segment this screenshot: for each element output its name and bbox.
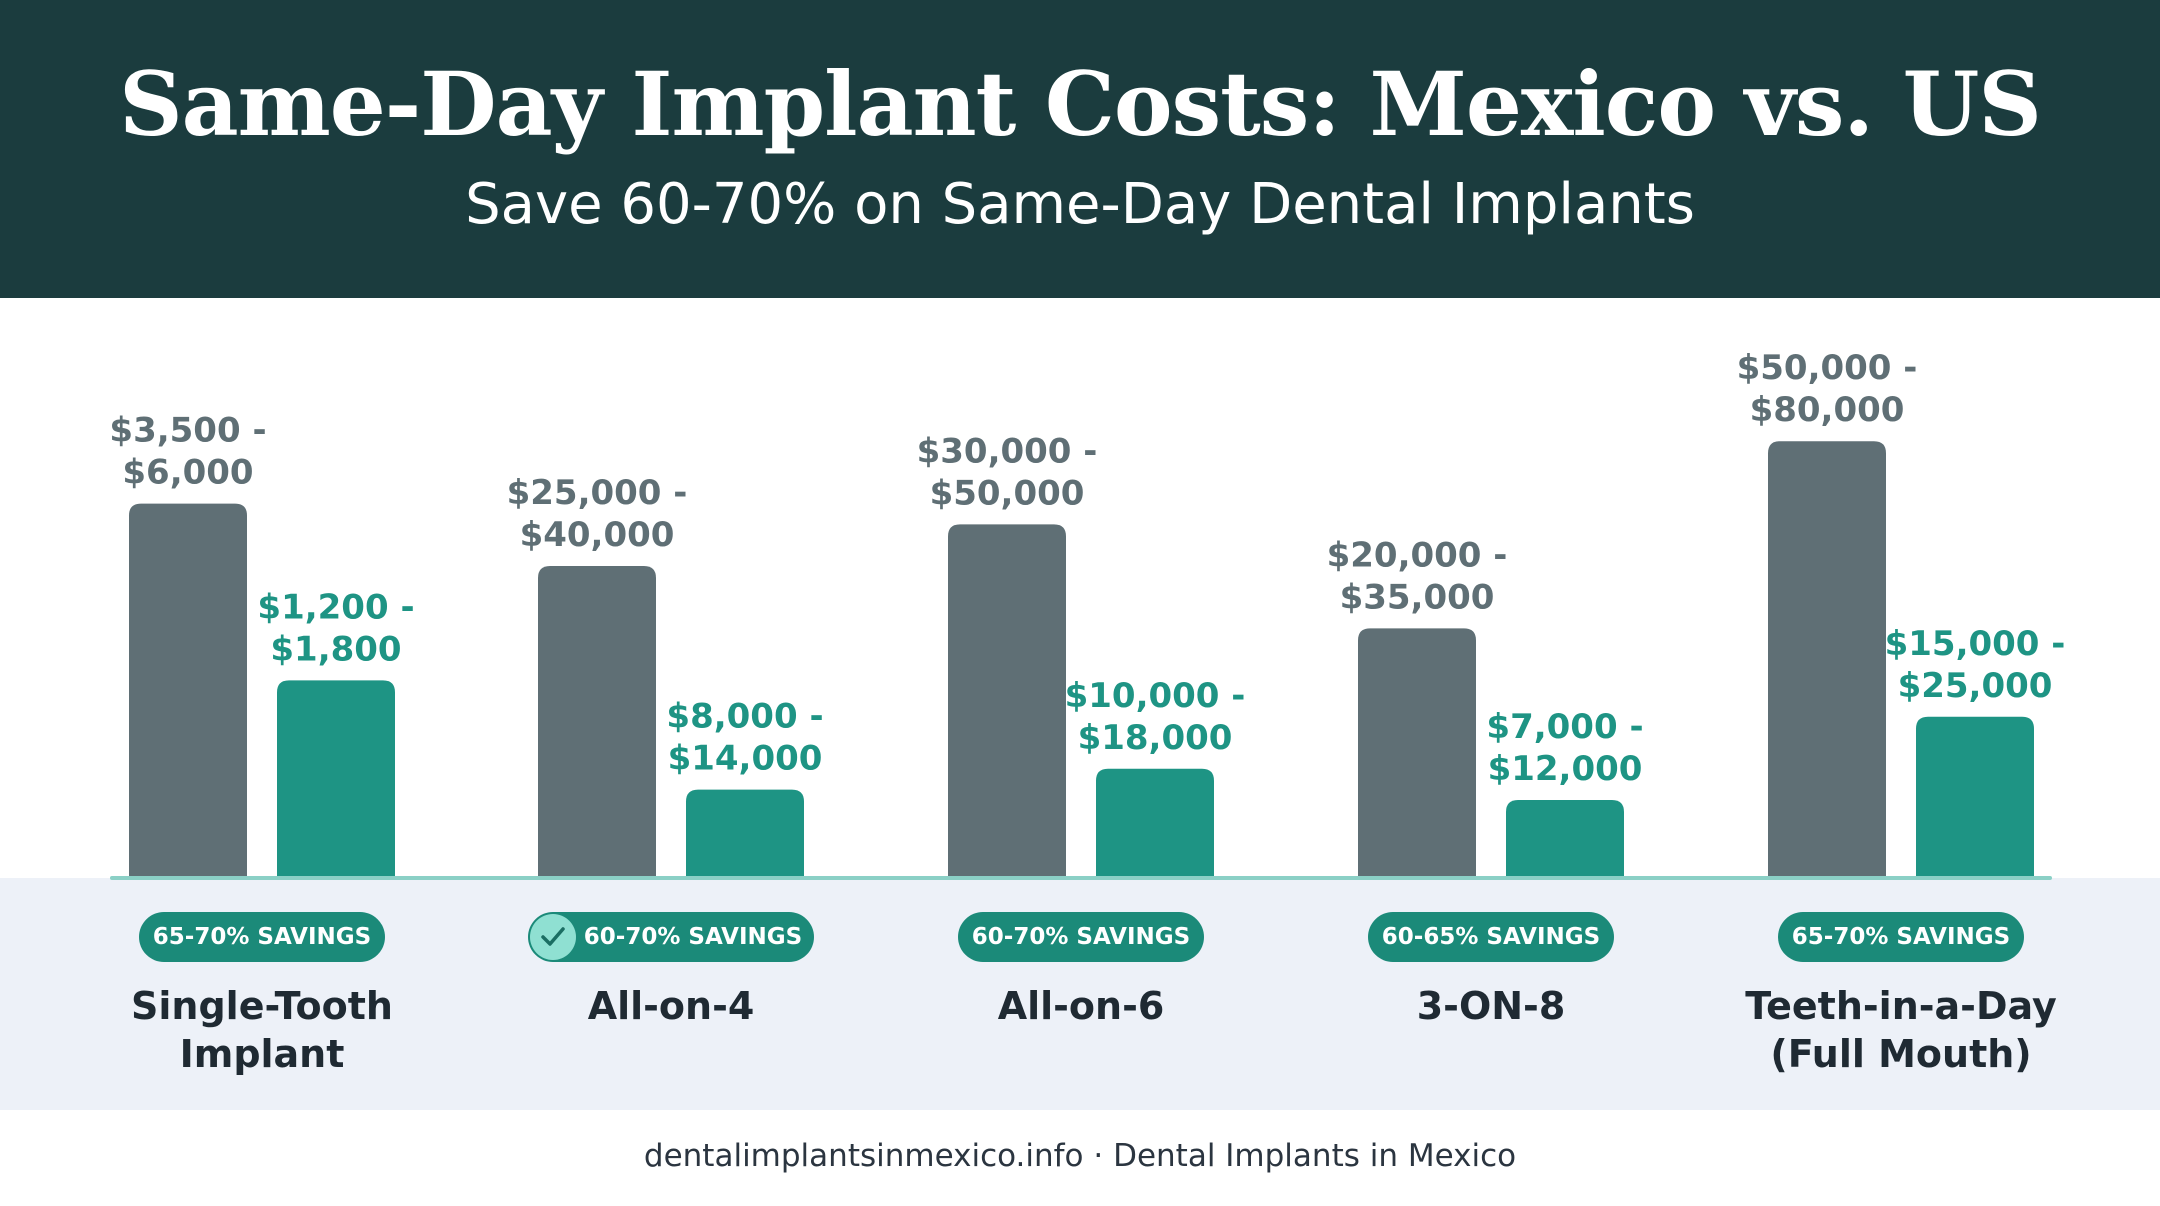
category-label-line: 3-ON-8 <box>1416 984 1566 1028</box>
bar-mexico-4 <box>1916 716 2034 878</box>
category-label: All-on-6 <box>881 982 1281 1030</box>
category-label-line: All-on-4 <box>587 984 755 1028</box>
savings-badge-label: 60-65% SAVINGS <box>1381 924 1601 950</box>
data-label-mexico-1: $8,000 -$14,000 <box>666 697 823 779</box>
chart-baseline <box>110 876 2052 880</box>
savings-badge: 60-70% SAVINGS <box>528 912 814 962</box>
bar-chart: $3,500 -$6,000 $25,000 -$40,000 $30,000 -$… <box>109 348 2066 878</box>
savings-badge-label: 60-70% SAVINGS <box>971 924 1191 950</box>
check-icon <box>530 914 576 960</box>
savings-badge-label: 65-70% SAVINGS <box>1791 924 2011 950</box>
category-label: Teeth-in-a-Day (Full Mouth) <box>1701 982 2101 1078</box>
category-label-line: (Full Mouth) <box>1770 1032 2032 1076</box>
category-label-line: Implant <box>179 1032 345 1076</box>
data-label-mexico-4: $15,000 -$25,000 <box>1885 624 2066 706</box>
footer-credit: dentalimplantsinmexico.info · Dental Imp… <box>643 1138 1517 1174</box>
data-label-us-4: $50,000 -$80,000 <box>1737 348 1918 430</box>
category-label: Single-Tooth Implant <box>62 982 462 1078</box>
bar-us-0 <box>129 503 247 878</box>
chart-title: Same-Day Implant Costs: Mexico vs. US <box>119 52 2042 156</box>
bar-us-4 <box>1768 441 1886 878</box>
data-label-us-1: $25,000 -$40,000 <box>507 473 688 555</box>
savings-badge: 60-65% SAVINGS <box>1368 912 1614 962</box>
savings-badge: 65-70% SAVINGS <box>1778 912 2024 962</box>
data-label-mexico-3: $7,000 -$12,000 <box>1486 707 1643 789</box>
data-label-us-0: $3,500 -$6,000 <box>109 411 266 493</box>
bar-mexico-1 <box>686 789 804 878</box>
data-label-us-2: $30,000 -$50,000 <box>917 431 1098 513</box>
category-label-line: All-on-6 <box>997 984 1165 1028</box>
category-label-line: Single-Tooth <box>131 984 393 1028</box>
savings-badge: 65-70% SAVINGS <box>139 912 385 962</box>
bar-mexico-2 <box>1096 768 1214 878</box>
savings-badge: 60-70% SAVINGS <box>958 912 1204 962</box>
bar-us-2 <box>948 524 1066 878</box>
category-label: 3-ON-8 <box>1291 982 1691 1030</box>
category-label-line: Teeth-in-a-Day <box>1745 984 2057 1028</box>
header-banner: Same-Day Implant Costs: Mexico vs. US Sa… <box>0 0 2160 298</box>
savings-badge-label: 65-70% SAVINGS <box>152 924 372 950</box>
bar-us-3 <box>1358 628 1476 878</box>
bar-us-1 <box>538 566 656 878</box>
savings-badge-label: 60-70% SAVINGS <box>583 924 803 950</box>
chart-subtitle: Save 60-70% on Same-Day Dental Implants <box>465 172 1695 237</box>
bar-mexico-3 <box>1506 800 1624 878</box>
bar-mexico-0 <box>277 680 395 878</box>
category-label: All-on-4 <box>471 982 871 1030</box>
data-label-mexico-0: $1,200 -$1,800 <box>257 587 414 669</box>
data-label-us-3: $20,000 -$35,000 <box>1327 535 1508 617</box>
data-label-mexico-2: $10,000 -$18,000 <box>1065 676 1246 758</box>
